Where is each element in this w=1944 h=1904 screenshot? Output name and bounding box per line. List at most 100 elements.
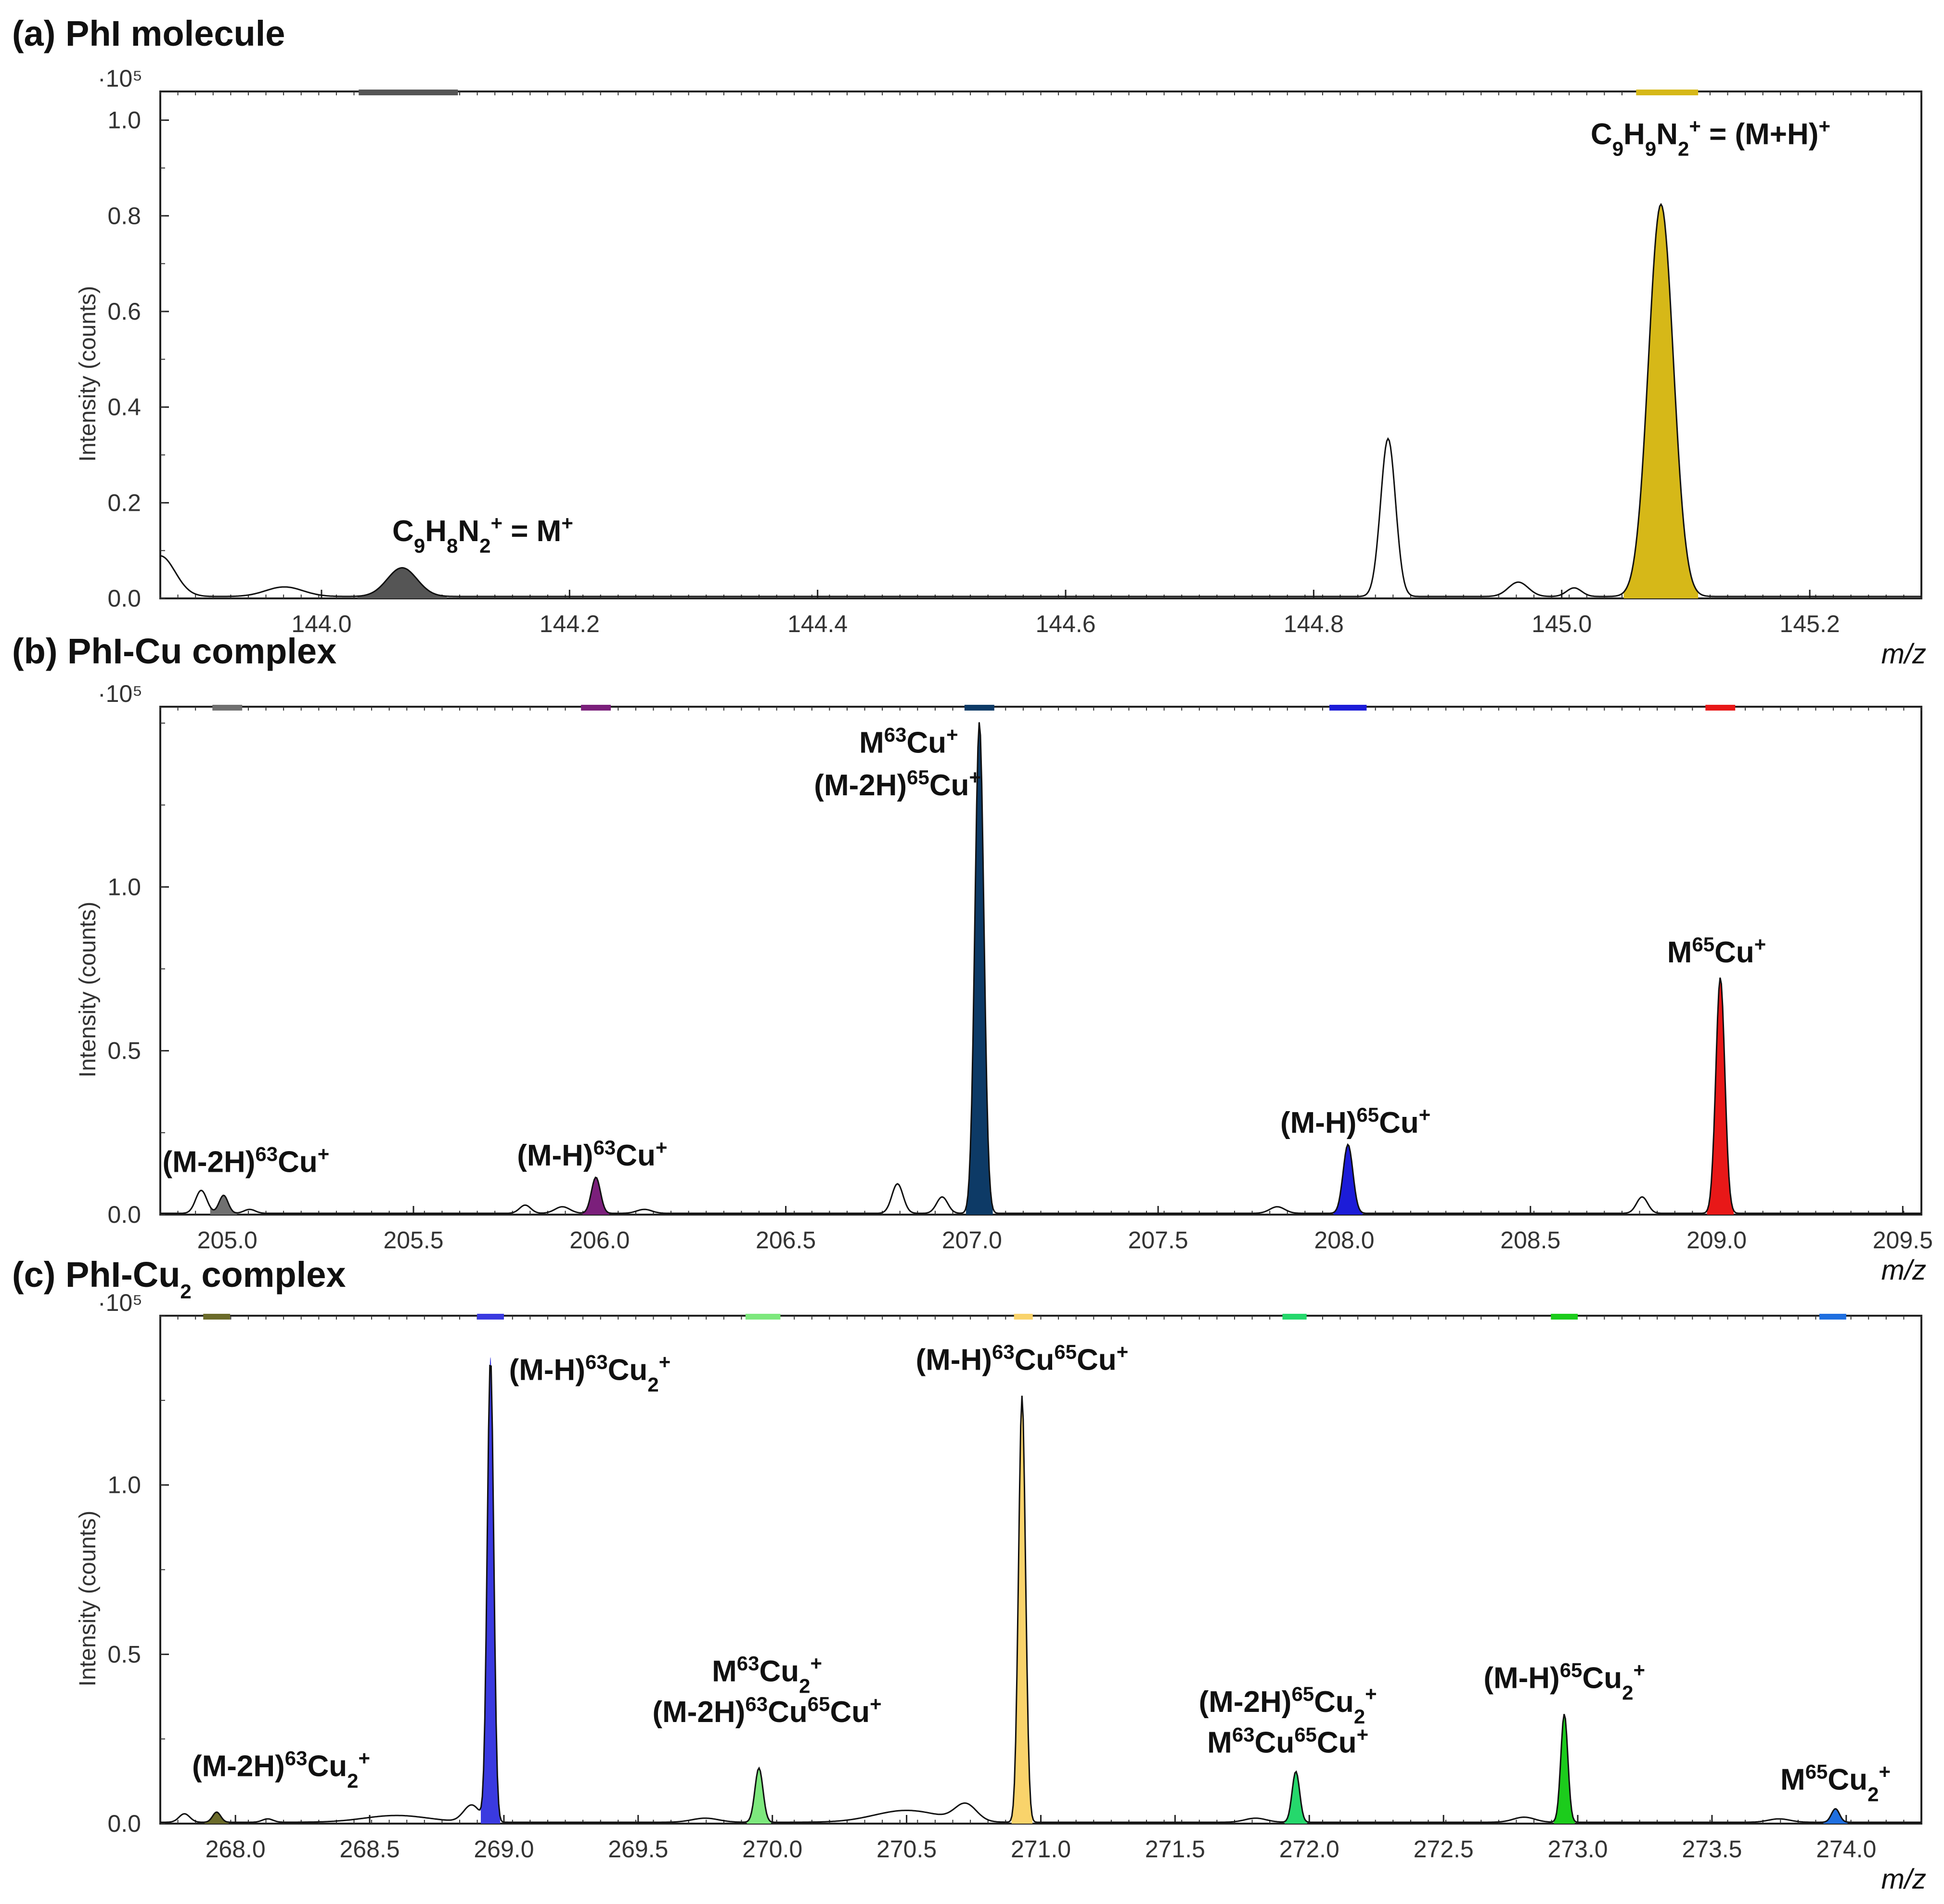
x-tick-label: 274.0 — [1816, 1836, 1876, 1863]
peak-fill — [966, 722, 993, 1215]
spectrum-line — [160, 1364, 1921, 1823]
range-marker — [203, 1314, 231, 1320]
x-axis-label: m/z — [1881, 638, 1926, 670]
peak-label: (M-2H)65Cu+ — [814, 765, 981, 802]
panel-title: (c) PhI-Cu2 complex — [12, 1255, 346, 1303]
y-tick-label: 1.0 — [107, 107, 141, 134]
peak-label: (M-H)65Cu2+ — [1483, 1658, 1645, 1704]
panel-b: (b) PhI-Cu complex 205.0 205.5 206.0 206.5 20… — [12, 631, 1933, 1286]
peak-fill — [1284, 1771, 1307, 1824]
range-marker — [477, 1314, 504, 1320]
peak-label: M63Cu2+ — [712, 1652, 822, 1697]
y-tick-label: 0.0 — [107, 1810, 141, 1837]
x-tick-label: 268.5 — [340, 1836, 400, 1863]
range-marker — [1551, 1314, 1578, 1320]
y-multiplier: ·10⁵ — [98, 1289, 142, 1316]
x-tick-label: 207.5 — [1128, 1227, 1188, 1254]
y-axis-label: Intensity (counts) — [75, 1511, 101, 1686]
x-tick-label: 145.0 — [1532, 610, 1592, 637]
x-tick-label: 270.5 — [876, 1836, 937, 1863]
peak-label: M65Cu2+ — [1780, 1760, 1891, 1805]
x-tick-label: 144.0 — [291, 610, 351, 637]
range-marker — [1014, 1314, 1033, 1320]
peak-label: C9H9N2+ = (M+H)+ — [1591, 115, 1830, 160]
x-axis-label: m/z — [1881, 1255, 1926, 1286]
peak-fill — [1623, 204, 1699, 598]
range-marker — [964, 705, 994, 711]
x-tick-label: 208.0 — [1314, 1227, 1374, 1254]
range-marker — [1636, 90, 1699, 95]
y-tick-label: 0.2 — [107, 489, 141, 516]
panel-title: (a) PhI molecule — [12, 13, 285, 53]
peak-label: (M-H)65Cu+ — [1280, 1103, 1430, 1140]
x-axis-label: m/z — [1881, 1864, 1926, 1895]
x-tick-label: 209.0 — [1687, 1227, 1747, 1254]
x-tick-label: 206.0 — [569, 1227, 630, 1254]
panel-title: (b) PhI-Cu complex — [12, 631, 336, 671]
x-tick-label: 268.0 — [206, 1836, 266, 1863]
spectrum-line — [160, 722, 1921, 1214]
plot-frame — [159, 706, 1922, 1216]
range-marker — [359, 90, 458, 95]
x-tick-label: 145.2 — [1780, 610, 1840, 637]
peak-label: (M-H)63Cu+ — [517, 1136, 667, 1172]
x-tick-label: 144.4 — [787, 610, 848, 637]
range-marker — [581, 705, 611, 711]
plot-frame — [159, 1315, 1922, 1825]
x-tick-label: 205.0 — [197, 1227, 257, 1254]
x-tick-label: 205.5 — [383, 1227, 443, 1254]
range-marker — [1329, 705, 1367, 711]
x-tick-label: 270.0 — [742, 1836, 802, 1863]
y-tick-label: 0.8 — [107, 202, 141, 229]
peak-label: M63Cu+ — [859, 723, 958, 760]
x-tick-label: 273.5 — [1682, 1836, 1742, 1863]
y-axis-label: Intensity (counts) — [75, 286, 101, 462]
y-tick-label: 0.5 — [107, 1641, 141, 1668]
peak-label: (M-2H)63Cu2+ — [192, 1747, 370, 1792]
x-tick-label: 208.5 — [1500, 1227, 1560, 1254]
range-marker — [1282, 1314, 1307, 1320]
x-tick-label: 271.0 — [1011, 1836, 1071, 1863]
peak-label: C9H8N2+ = M+ — [392, 511, 573, 557]
y-tick-label: 1.0 — [107, 873, 141, 900]
panel-c: (c) PhI-Cu2 complex 268.0 268.5 269.0 269.5 2… — [12, 1255, 1926, 1895]
x-tick-label: 206.5 — [756, 1227, 816, 1254]
y-tick-label: 0.4 — [107, 394, 141, 421]
y-tick-label: 0.6 — [107, 298, 141, 325]
peak-label: (M-H)63Cu65Cu+ — [916, 1340, 1129, 1377]
panel-a: (a) PhI molecule 144.0 144.2 144.4 144.6 144.… — [12, 13, 1926, 670]
peak-label: (M-H)63Cu2+ — [509, 1350, 671, 1396]
peak-fill — [1333, 1144, 1363, 1215]
x-tick-label: 272.0 — [1279, 1836, 1339, 1863]
y-tick-label: 0.0 — [107, 585, 141, 612]
spectrum-line — [160, 203, 1921, 597]
x-tick-label: 272.5 — [1414, 1836, 1474, 1863]
range-marker — [1819, 1314, 1846, 1320]
peak-fill — [747, 1768, 771, 1824]
range-marker — [745, 1314, 781, 1320]
x-tick-label: 144.8 — [1284, 610, 1344, 637]
x-tick-label: 269.5 — [608, 1836, 668, 1863]
peak-label: (M-2H)63Cu65Cu+ — [653, 1693, 882, 1729]
peak-fill — [1707, 977, 1734, 1215]
x-tick-label: 144.2 — [540, 610, 600, 637]
peak-fill — [582, 1177, 609, 1215]
peak-label: (M-2H)65Cu2+ — [1199, 1682, 1377, 1727]
y-tick-label: 0.5 — [107, 1037, 141, 1064]
range-marker — [1705, 705, 1736, 711]
peak-label: (M-2H)63Cu+ — [163, 1142, 330, 1179]
peak-label: M65Cu+ — [1667, 933, 1766, 969]
x-tick-label: 271.5 — [1145, 1836, 1205, 1863]
y-multiplier: ·10⁵ — [98, 65, 142, 92]
range-marker — [212, 705, 243, 711]
peak-fill — [1823, 1809, 1848, 1824]
x-tick-label: 273.0 — [1547, 1836, 1608, 1863]
x-tick-label: 144.6 — [1035, 610, 1095, 637]
y-axis-label: Intensity (counts) — [75, 902, 101, 1077]
y-tick-label: 1.0 — [107, 1472, 141, 1499]
x-tick-label: 209.5 — [1873, 1227, 1933, 1254]
peak-fill — [210, 1195, 237, 1215]
peak-fill — [357, 568, 447, 598]
peak-fill — [205, 1812, 229, 1824]
